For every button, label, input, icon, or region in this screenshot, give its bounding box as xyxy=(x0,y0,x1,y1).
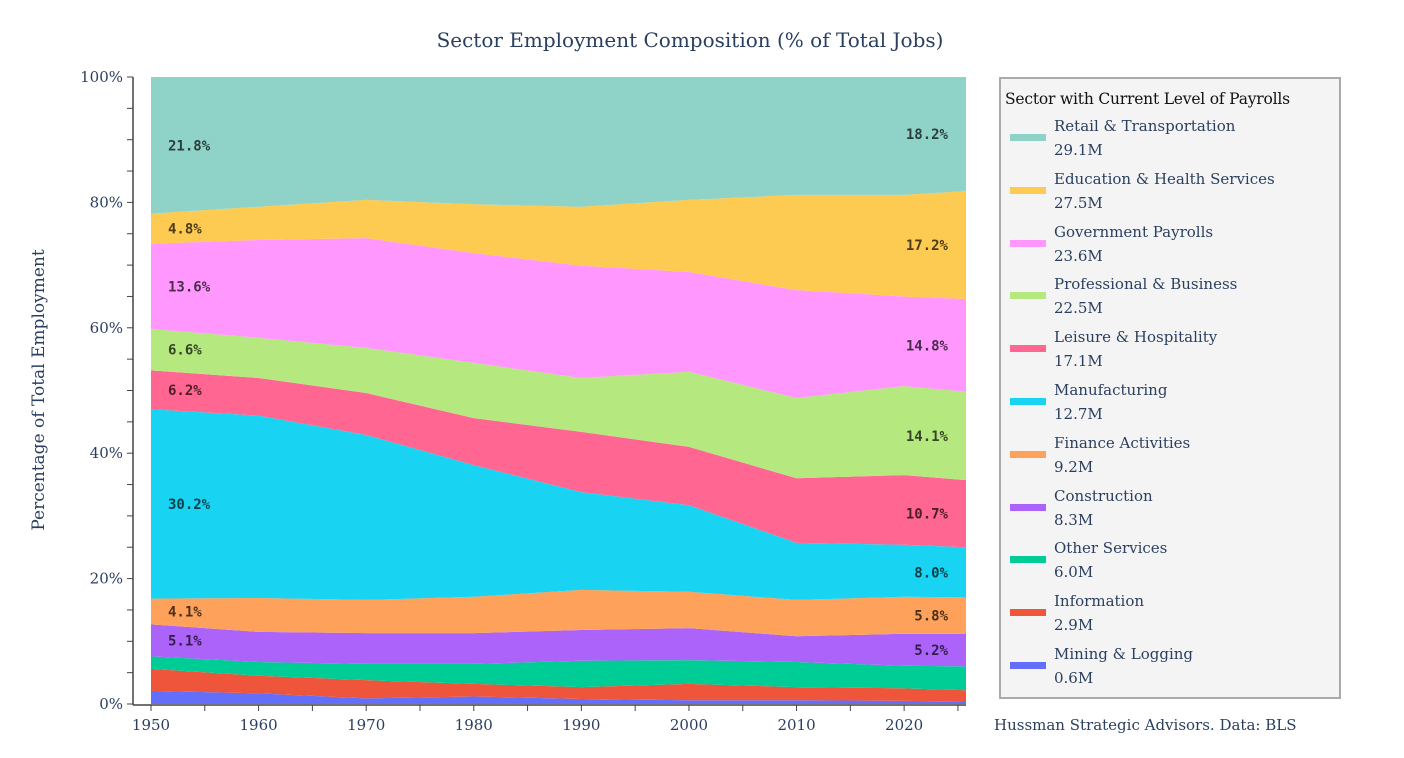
legend-sector-name: Information xyxy=(1054,592,1145,611)
legend-sector-name: Other Services xyxy=(1054,539,1168,558)
area-mining-logging xyxy=(151,690,966,704)
legend-swatch xyxy=(1010,239,1046,247)
area-retail-transportation xyxy=(151,77,966,214)
legend-item[interactable]: Retail & Transportation 29.1M xyxy=(1007,117,1337,165)
end-value-label: 10.7% xyxy=(906,507,949,523)
legend-sector-payrolls: 2.9M xyxy=(1054,616,1094,635)
x-tick-label: 1970 xyxy=(347,716,385,734)
area-other-services xyxy=(151,656,966,691)
x-tick-label: 1990 xyxy=(562,716,600,734)
x-tick-label: 2020 xyxy=(885,716,923,734)
area-leisure-hospitality xyxy=(151,370,966,548)
y-tick-label: 0% xyxy=(99,695,123,713)
area-government-payrolls xyxy=(151,238,966,399)
end-value-label: 18.2% xyxy=(906,127,949,143)
y-tick-label: 60% xyxy=(90,319,123,337)
legend-sector-payrolls: 9.2M xyxy=(1054,457,1094,476)
legend-swatch xyxy=(1010,450,1046,458)
axes-layer: 0% 20% 40% 60% 80% 100% 1950 1960 1970 1980 1990 20… xyxy=(80,68,966,734)
legend-sector-payrolls: 12.7M xyxy=(1054,405,1103,423)
legend: Sector with Current Level of Payrolls Re… xyxy=(999,77,1341,699)
legend-sector-name: Leisure & Hospitality xyxy=(1054,328,1218,347)
chart-title: Sector Employment Composition (% of Tota… xyxy=(437,28,944,52)
legend-sector-name: Professional & Business xyxy=(1054,275,1238,294)
area-professional-business xyxy=(151,329,966,481)
legend-sector-name: Manufacturing xyxy=(1054,381,1168,399)
legend-sector-name: Mining & Logging xyxy=(1054,645,1194,663)
area-education-health-services xyxy=(151,191,966,299)
legend-sector-payrolls: 23.6M xyxy=(1054,246,1103,265)
legend-item[interactable]: Finance Activities 9.2M xyxy=(1007,434,1337,482)
x-tick-label: 2010 xyxy=(777,716,815,734)
area-manufacturing xyxy=(151,409,966,600)
legend-item[interactable]: Manufacturing 12.7M xyxy=(1007,381,1337,429)
legend-item[interactable]: Construction 8.3M xyxy=(1007,487,1337,535)
legend-swatch xyxy=(1010,556,1046,564)
legend-item[interactable]: Leisure & Hospitality 17.1M xyxy=(1007,328,1337,376)
legend-sector-name: Education & Health Services xyxy=(1054,169,1275,188)
start-value-label: 4.8% xyxy=(168,222,202,238)
legend-swatch xyxy=(1010,609,1046,617)
legend-item[interactable]: Information 2.9M xyxy=(1007,592,1337,640)
area-finance-activities xyxy=(151,589,966,637)
legend-sector-payrolls: 8.3M xyxy=(1054,510,1094,529)
legend-sector-payrolls: 17.1M xyxy=(1054,352,1103,371)
legend-swatch xyxy=(1010,662,1046,669)
legend-sector-payrolls: 27.5M xyxy=(1054,193,1103,212)
start-value-label: 6.6% xyxy=(168,343,202,359)
y-axis-label: Percentage of Total Employment xyxy=(29,249,49,531)
x-tick-label: 1960 xyxy=(239,716,277,734)
area-information xyxy=(151,668,966,702)
x-tick-label: 1980 xyxy=(455,716,493,734)
legend-sector-name: Government Payrolls xyxy=(1054,222,1214,241)
start-value-label: 21.8% xyxy=(168,138,211,154)
legend-item[interactable]: Government Payrolls 23.6M xyxy=(1007,223,1337,271)
legend-sector-payrolls: 6.0M xyxy=(1054,563,1094,582)
legend-sector-name: Retail & Transportation xyxy=(1054,117,1236,135)
legend-sector-name: Construction xyxy=(1054,486,1153,505)
y-tick-label: 80% xyxy=(90,193,123,211)
start-value-label: 6.2% xyxy=(168,383,202,399)
legend-swatch xyxy=(1010,398,1046,405)
y-tick-label: 100% xyxy=(80,68,123,86)
end-value-label: 14.1% xyxy=(906,429,949,445)
start-value-label: 13.6% xyxy=(168,279,211,295)
y-tick-label: 20% xyxy=(90,570,123,588)
areas-layer xyxy=(151,77,966,704)
start-value-label: 4.1% xyxy=(168,605,202,621)
legend-title: Sector with Current Level of Payrolls xyxy=(1005,90,1290,108)
start-value-label: 5.1% xyxy=(168,633,202,649)
end-value-label: 17.2% xyxy=(906,238,949,254)
legend-item[interactable]: Education & Health Services 27.5M xyxy=(1007,170,1337,218)
legend-swatch xyxy=(1010,134,1046,141)
y-tick-label: 40% xyxy=(90,444,123,462)
legend-swatch xyxy=(1010,503,1046,511)
end-value-label: 5.2% xyxy=(914,643,948,659)
end-value-label: 5.8% xyxy=(914,609,948,625)
source-note: Hussman Strategic Advisors. Data: BLS xyxy=(994,716,1297,734)
legend-swatch xyxy=(1010,186,1046,194)
x-tick-label: 2000 xyxy=(670,716,708,734)
end-value-label: 14.8% xyxy=(906,338,949,354)
legend-swatch xyxy=(1010,292,1046,300)
data-labels-layer: 5.1% 5.2% 4.1% 5.8% 30.2% 8.0% 6.2% 10.7% 6.6% 14… xyxy=(168,127,949,659)
legend-swatch xyxy=(1010,345,1046,353)
area-construction xyxy=(151,624,966,667)
legend-item[interactable]: Other Services 6.0M xyxy=(1007,539,1337,587)
end-value-label: 8.0% xyxy=(914,565,948,581)
legend-sector-payrolls: 22.5M xyxy=(1054,299,1103,318)
legend-sector-payrolls: 0.6M xyxy=(1054,669,1094,687)
x-tick-label: 1950 xyxy=(132,716,170,734)
legend-sector-payrolls: 29.1M xyxy=(1054,141,1103,159)
legend-item[interactable]: Mining & Logging 0.6M xyxy=(1007,645,1337,693)
legend-item[interactable]: Professional & Business 22.5M xyxy=(1007,275,1337,323)
legend-sector-name: Finance Activities xyxy=(1054,433,1191,452)
start-value-label: 30.2% xyxy=(168,497,211,513)
